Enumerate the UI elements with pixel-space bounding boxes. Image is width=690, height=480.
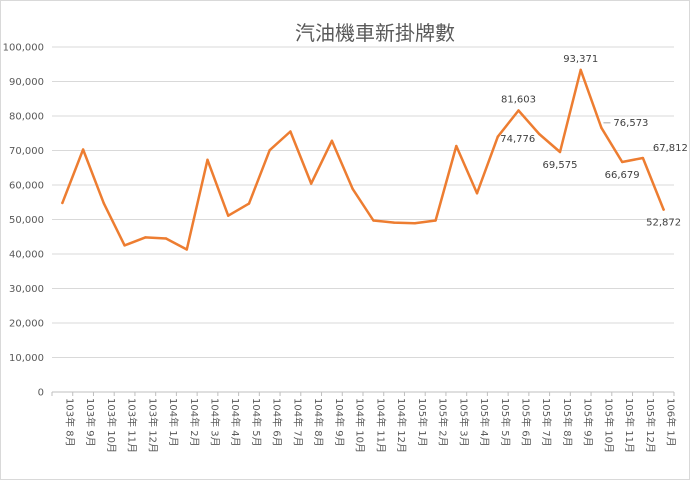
data-label: 93,371 — [563, 54, 598, 65]
data-point — [600, 126, 603, 130]
x-axis: 103年 8月 103年 9月 103年 10月 103年 11月 103年 12月 10… — [51, 392, 678, 453]
x-tick-label: 105年 6月 — [520, 398, 533, 447]
x-tick-label: 103年 9月 — [84, 398, 97, 447]
data-point — [164, 237, 168, 240]
y-tick-label: 90,000 — [9, 77, 44, 88]
data-point — [309, 182, 313, 185]
data-point — [496, 135, 499, 138]
x-tick-label: 104年 9月 — [333, 398, 346, 447]
x-tick-label: 105年 10月 — [602, 398, 615, 453]
data-point — [102, 202, 106, 205]
data-label: 67,812 — [653, 143, 688, 154]
x-tick-label: 105年 8月 — [561, 398, 574, 447]
x-tick-label: 104年 4月 — [229, 398, 242, 447]
y-tick-label: 10,000 — [9, 353, 44, 364]
data-point — [144, 236, 147, 239]
x-tick-label: 105年 2月 — [437, 398, 450, 447]
series-line — [61, 68, 665, 251]
y-tick-label: 70,000 — [9, 146, 44, 157]
y-tick-label: 80,000 — [9, 112, 44, 123]
data-point — [206, 158, 209, 162]
y-tick-label: 100,000 — [3, 43, 44, 54]
data-label: 81,603 — [501, 94, 536, 105]
data-point — [61, 201, 64, 205]
x-tick-label: 105年 3月 — [457, 398, 470, 447]
data-label: 74,776 — [500, 134, 535, 145]
data-label: 76,573 — [613, 118, 648, 129]
x-tick-label: 103年 8月 — [63, 398, 76, 447]
y-tick-label: 30,000 — [9, 284, 44, 295]
x-tick-label: 104年 2月 — [188, 398, 201, 447]
x-tick-label: 104年 7月 — [291, 398, 304, 447]
chart-title: 汽油機車新掛牌數 — [295, 21, 455, 45]
x-tick-label: 104年 6月 — [271, 398, 284, 447]
x-tick-label: 106年 1月 — [665, 398, 678, 447]
data-point — [538, 132, 541, 136]
y-tick-label: 60,000 — [9, 181, 44, 192]
y-tick-label: 20,000 — [9, 319, 44, 330]
data-point — [81, 148, 85, 151]
x-tick-label: 104年 3月 — [209, 398, 222, 447]
data-point — [185, 248, 188, 251]
data-point — [330, 139, 334, 143]
data-point — [579, 68, 582, 72]
x-tick-label: 103年 10月 — [105, 398, 118, 453]
x-tick-label: 105年 12月 — [644, 398, 657, 453]
data-point — [247, 202, 251, 205]
data-point — [620, 160, 624, 164]
data-point — [641, 156, 645, 160]
x-tick-label: 105年 4月 — [478, 398, 491, 447]
data-point — [558, 150, 562, 154]
data-point — [372, 219, 375, 222]
y-tick-label: 50,000 — [9, 215, 44, 226]
gridlines — [52, 46, 674, 393]
data-label: 66,679 — [605, 170, 640, 181]
data-point — [392, 221, 396, 224]
data-point — [434, 219, 437, 222]
x-tick-label: 103年 11月 — [126, 398, 139, 453]
data-point — [268, 148, 271, 152]
data-label: 52,872 — [646, 218, 681, 229]
x-tick-label: 103年 12月 — [146, 398, 159, 453]
x-tick-label: 104年 10月 — [354, 398, 367, 453]
x-tick-label: 105年 11月 — [623, 398, 636, 453]
y-axis: 0 10,000 20,000 30,000 40,000 50,000 60,000 70,… — [3, 43, 44, 399]
data-labels: 81,603 74,776 69,575 93,371 76,573 66,679 67,8… — [500, 54, 688, 229]
data-point — [351, 187, 354, 190]
x-tick-label: 105年 9月 — [582, 398, 595, 447]
x-tick-label: 104年 12月 — [395, 398, 408, 453]
data-point — [123, 244, 126, 247]
data-line — [61, 68, 665, 251]
y-tick-label: 0 — [38, 388, 44, 399]
data-point — [662, 208, 665, 211]
y-tick-label: 40,000 — [9, 250, 44, 261]
data-point — [475, 192, 479, 195]
data-label: 69,575 — [542, 160, 577, 171]
x-tick-label: 104年 1月 — [167, 398, 180, 447]
x-tick-label: 105年 1月 — [416, 398, 429, 447]
data-point — [517, 109, 520, 112]
x-tick-label: 104年 8月 — [312, 398, 325, 447]
data-point — [413, 222, 417, 225]
data-point — [227, 214, 230, 217]
x-tick-label: 104年 5月 — [250, 398, 263, 447]
data-point — [455, 144, 458, 148]
data-point — [289, 130, 292, 133]
x-tick-label: 105年 5月 — [499, 398, 512, 447]
x-tick-label: 105年 7月 — [540, 398, 553, 447]
x-tick-label: 104年 11月 — [374, 398, 387, 453]
